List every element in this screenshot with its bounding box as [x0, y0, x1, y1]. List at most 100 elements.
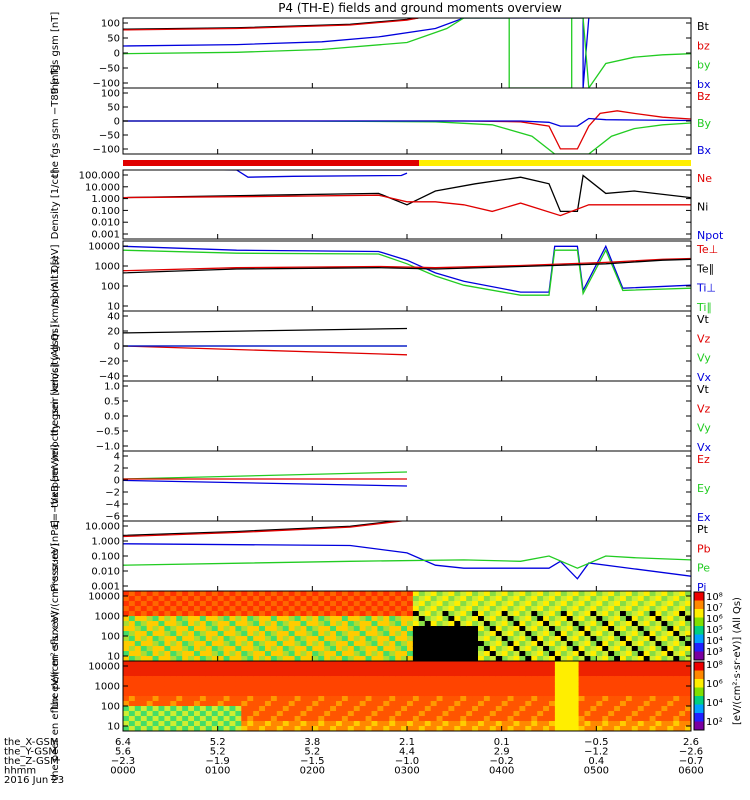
- spectrogram-cell: [347, 621, 355, 627]
- spectrogram-cell: [182, 596, 189, 602]
- spectrogram-cell: [566, 596, 574, 602]
- spectrogram-cell: [259, 706, 266, 712]
- spectrogram-cell: [566, 716, 574, 722]
- spectrogram-cell: [620, 696, 627, 702]
- spectrogram-cell: [324, 671, 331, 677]
- spectrogram-cell: [336, 711, 343, 717]
- spectrogram-cell: [146, 616, 154, 622]
- y-tick-label: −50: [99, 131, 120, 142]
- spectrogram-cell: [519, 676, 526, 682]
- y-tick-label: 20: [107, 327, 120, 338]
- spectrogram-cell: [448, 706, 455, 712]
- spectrogram-cell: [466, 661, 473, 667]
- spectrogram-cell: [673, 631, 680, 637]
- spectrogram-cell: [282, 596, 290, 602]
- spectrogram-cell: [276, 721, 284, 727]
- spectrogram-cell: [661, 621, 668, 627]
- spectrogram-cell: [472, 681, 479, 687]
- spectrogram-cell: [436, 706, 444, 712]
- spectrogram-cell: [318, 631, 325, 637]
- spectrogram-cell: [365, 636, 373, 642]
- spectrogram-cell: [158, 661, 165, 667]
- spectrogram-cell: [359, 596, 367, 602]
- spectrogram-cell: [270, 651, 278, 657]
- spectrogram-cell: [418, 721, 426, 727]
- spectrogram-cell: [560, 666, 568, 672]
- spectrogram-cell: [454, 706, 461, 712]
- spectrogram-cell: [282, 636, 290, 642]
- spectrogram-cell: [229, 696, 236, 702]
- spectrogram-cell: [318, 651, 325, 657]
- spectrogram-cell: [395, 711, 402, 717]
- spectrogram-cell: [566, 711, 574, 717]
- spectrogram-cell: [625, 676, 633, 682]
- spectrogram-cell: [235, 621, 242, 627]
- spectrogram-cell: [596, 706, 603, 712]
- x-tick-label: 2.6: [683, 737, 699, 748]
- spectrogram-cell: [176, 646, 183, 652]
- spectrogram-cell: [543, 621, 550, 627]
- spectrogram-cell: [365, 686, 373, 692]
- spectrogram-cell: [631, 701, 639, 707]
- spectrogram-cell: [631, 631, 639, 637]
- spectrogram-cell: [164, 646, 171, 652]
- spectrogram-cell: [383, 681, 390, 687]
- spectrogram-cell: [194, 651, 201, 657]
- spectrogram-cell: [359, 626, 367, 632]
- spectrogram-cell: [685, 646, 691, 652]
- spectrogram-cell: [442, 661, 449, 667]
- spectrogram-cell: [483, 616, 491, 622]
- spectrogram-cell: [507, 661, 515, 667]
- spectrogram-cell: [182, 691, 189, 697]
- spectrogram-cell: [643, 716, 651, 722]
- spectrogram-cell: [608, 626, 615, 632]
- spectrogram-cell: [164, 591, 171, 597]
- spectrogram-cell: [489, 696, 497, 702]
- y-axis-label: mom t3 [eV]: [50, 244, 61, 307]
- spectrogram-cell: [353, 626, 361, 632]
- spectrogram-cell: [259, 701, 266, 707]
- spectrogram-cell: [253, 706, 260, 712]
- spectrogram-cell: [176, 611, 183, 617]
- spectrogram-cell: [655, 686, 662, 692]
- spectrogram-cell: [549, 626, 556, 632]
- spectrogram-cell: [140, 621, 148, 627]
- spectrogram-cell: [655, 701, 662, 707]
- spectrogram-cell: [336, 651, 343, 657]
- spectrogram-cell: [377, 601, 384, 607]
- spectrogram-cell: [454, 626, 461, 632]
- spectrogram-cell: [655, 651, 662, 657]
- spectrogram-cell: [134, 646, 142, 652]
- spectrogram-cell: [134, 701, 142, 707]
- spectrogram-cell: [679, 706, 686, 712]
- spectrogram-cell: [436, 661, 444, 667]
- spectrogram-cell: [549, 711, 556, 717]
- spectrogram-cell: [608, 631, 615, 637]
- spectrogram-cell: [643, 596, 651, 602]
- spectrogram-cell: [637, 646, 645, 652]
- spectrogram-cell: [282, 601, 290, 607]
- spectrogram-cell: [483, 651, 491, 657]
- spectrogram-cell: [365, 601, 373, 607]
- spectrogram-cell: [265, 706, 272, 712]
- spectrogram-cell: [602, 691, 609, 697]
- spectrogram-cell: [407, 711, 414, 717]
- spectrogram-cell: [513, 656, 520, 661]
- legend-entry: By: [697, 117, 712, 130]
- spectrogram-cell: [140, 691, 148, 697]
- spectrogram-cell: [247, 696, 254, 702]
- spectrogram-cell: [152, 606, 160, 612]
- spectrogram-cell: [265, 636, 272, 642]
- spectrogram-cell: [324, 591, 331, 597]
- spectrogram-cell: [371, 631, 378, 637]
- spectrogram-cell: [489, 691, 497, 697]
- spectrogram-cell: [537, 601, 544, 607]
- spectrogram-cell: [140, 686, 148, 692]
- spectrogram-cell: [123, 591, 130, 597]
- spectrogram-cell: [288, 636, 296, 642]
- spectrogram-cell: [134, 696, 142, 702]
- spectrogram-cell: [507, 626, 515, 632]
- spectrogram-cell: [448, 651, 455, 657]
- spectrogram-cell: [507, 696, 515, 702]
- spectrogram-cell: [199, 671, 207, 677]
